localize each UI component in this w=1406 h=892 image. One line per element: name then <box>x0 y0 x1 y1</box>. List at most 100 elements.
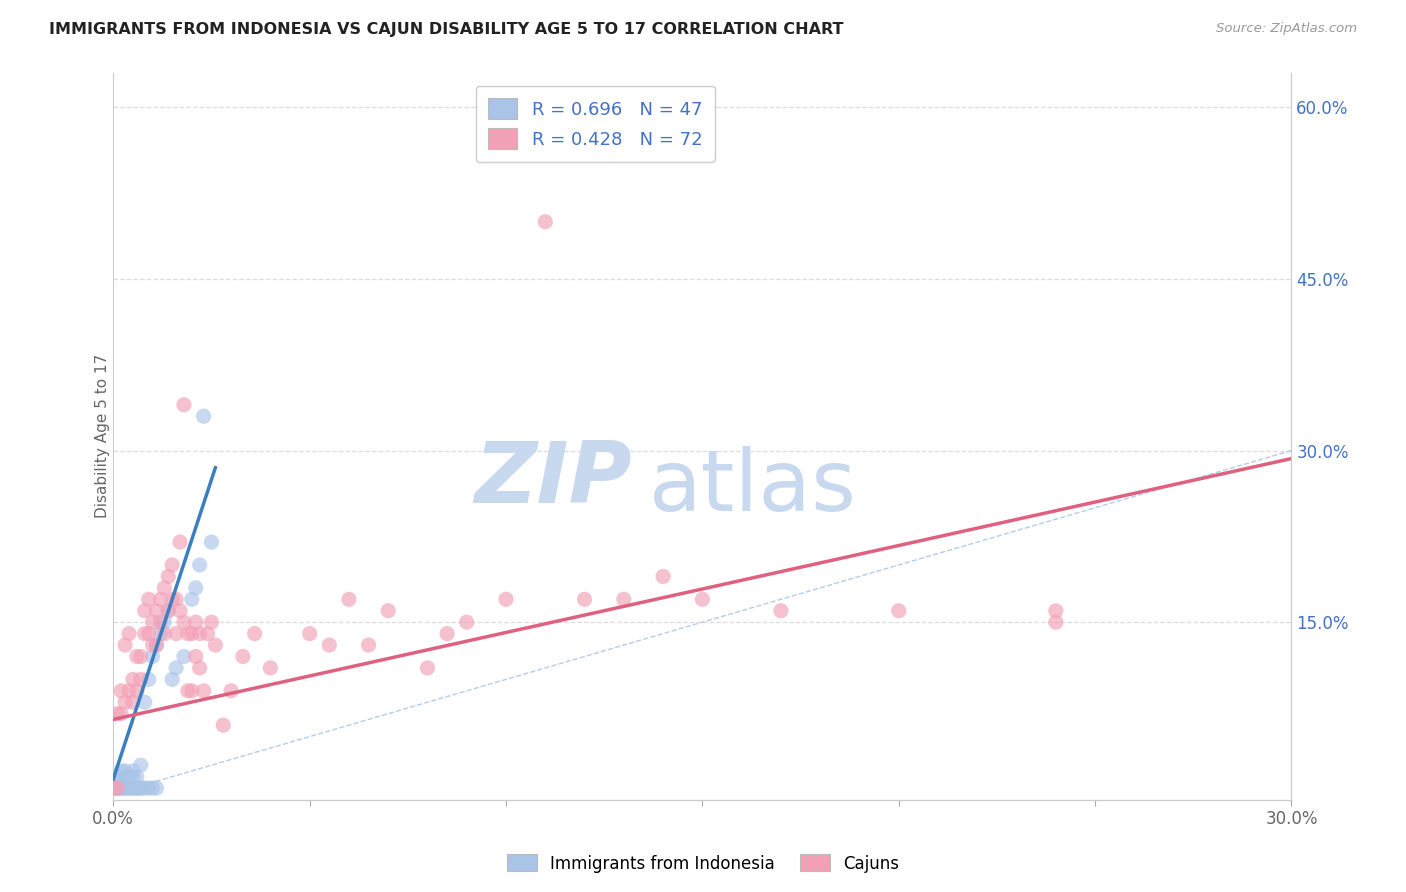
Point <box>141 615 163 630</box>
Point <box>357 638 380 652</box>
Point <box>160 558 183 572</box>
Point <box>180 626 202 640</box>
Point <box>165 661 187 675</box>
Point <box>129 649 152 664</box>
Point <box>298 626 321 640</box>
Point <box>574 592 596 607</box>
Point <box>200 535 222 549</box>
Point <box>534 215 557 229</box>
Point <box>212 718 235 732</box>
Point <box>114 764 136 778</box>
Point <box>141 780 163 795</box>
Point <box>118 626 141 640</box>
Point <box>456 615 478 630</box>
Point <box>153 626 176 640</box>
Point <box>125 649 148 664</box>
Point <box>105 780 128 795</box>
Point <box>1045 615 1067 630</box>
Point <box>110 764 132 778</box>
Point <box>122 780 145 795</box>
Point <box>169 535 191 549</box>
Point <box>173 398 195 412</box>
Point <box>122 695 145 709</box>
Point <box>125 780 148 795</box>
Point <box>184 615 207 630</box>
Point <box>188 626 211 640</box>
Point <box>145 638 167 652</box>
Point <box>157 569 180 583</box>
Point <box>105 780 128 795</box>
Legend: Immigrants from Indonesia, Cajuns: Immigrants from Indonesia, Cajuns <box>501 847 905 880</box>
Point <box>118 780 141 795</box>
Point <box>160 592 183 607</box>
Point <box>149 615 172 630</box>
Point <box>110 683 132 698</box>
Point <box>173 615 195 630</box>
Point <box>145 638 167 652</box>
Point <box>165 592 187 607</box>
Point <box>219 683 242 698</box>
Point <box>129 780 152 795</box>
Point <box>495 592 517 607</box>
Text: Source: ZipAtlas.com: Source: ZipAtlas.com <box>1216 22 1357 36</box>
Point <box>149 592 172 607</box>
Point <box>134 695 156 709</box>
Point <box>243 626 266 640</box>
Point <box>193 683 215 698</box>
Point <box>160 673 183 687</box>
Point <box>188 661 211 675</box>
Point <box>134 626 156 640</box>
Point <box>145 780 167 795</box>
Point <box>122 764 145 778</box>
Text: ZIP: ZIP <box>474 438 631 521</box>
Point <box>436 626 458 640</box>
Point <box>125 780 148 795</box>
Point <box>157 604 180 618</box>
Point <box>114 780 136 795</box>
Point <box>887 604 910 618</box>
Point <box>134 780 156 795</box>
Point <box>114 780 136 795</box>
Point <box>769 604 792 618</box>
Point <box>145 604 167 618</box>
Point <box>110 780 132 795</box>
Point <box>104 775 127 789</box>
Point <box>118 770 141 784</box>
Point <box>122 673 145 687</box>
Point <box>129 780 152 795</box>
Point <box>138 780 160 795</box>
Point <box>118 780 141 795</box>
Point <box>138 626 160 640</box>
Point <box>129 673 152 687</box>
Point <box>177 683 200 698</box>
Point <box>149 626 172 640</box>
Point <box>114 695 136 709</box>
Point <box>652 569 675 583</box>
Point <box>105 775 128 789</box>
Point <box>114 775 136 789</box>
Point <box>110 780 132 795</box>
Point <box>204 638 226 652</box>
Point <box>188 558 211 572</box>
Point <box>125 683 148 698</box>
Point <box>105 780 128 795</box>
Point <box>134 604 156 618</box>
Point <box>180 683 202 698</box>
Point <box>108 770 131 784</box>
Point <box>692 592 714 607</box>
Legend: R = 0.696   N = 47, R = 0.428   N = 72: R = 0.696 N = 47, R = 0.428 N = 72 <box>475 86 716 161</box>
Point <box>184 581 207 595</box>
Point <box>141 649 163 664</box>
Point <box>197 626 219 640</box>
Point <box>141 638 163 652</box>
Point <box>173 649 195 664</box>
Point <box>110 706 132 721</box>
Point <box>318 638 340 652</box>
Point <box>193 409 215 424</box>
Point <box>105 780 128 795</box>
Point <box>122 770 145 784</box>
Text: atlas: atlas <box>650 446 858 529</box>
Point <box>200 615 222 630</box>
Point <box>118 683 141 698</box>
Point <box>180 592 202 607</box>
